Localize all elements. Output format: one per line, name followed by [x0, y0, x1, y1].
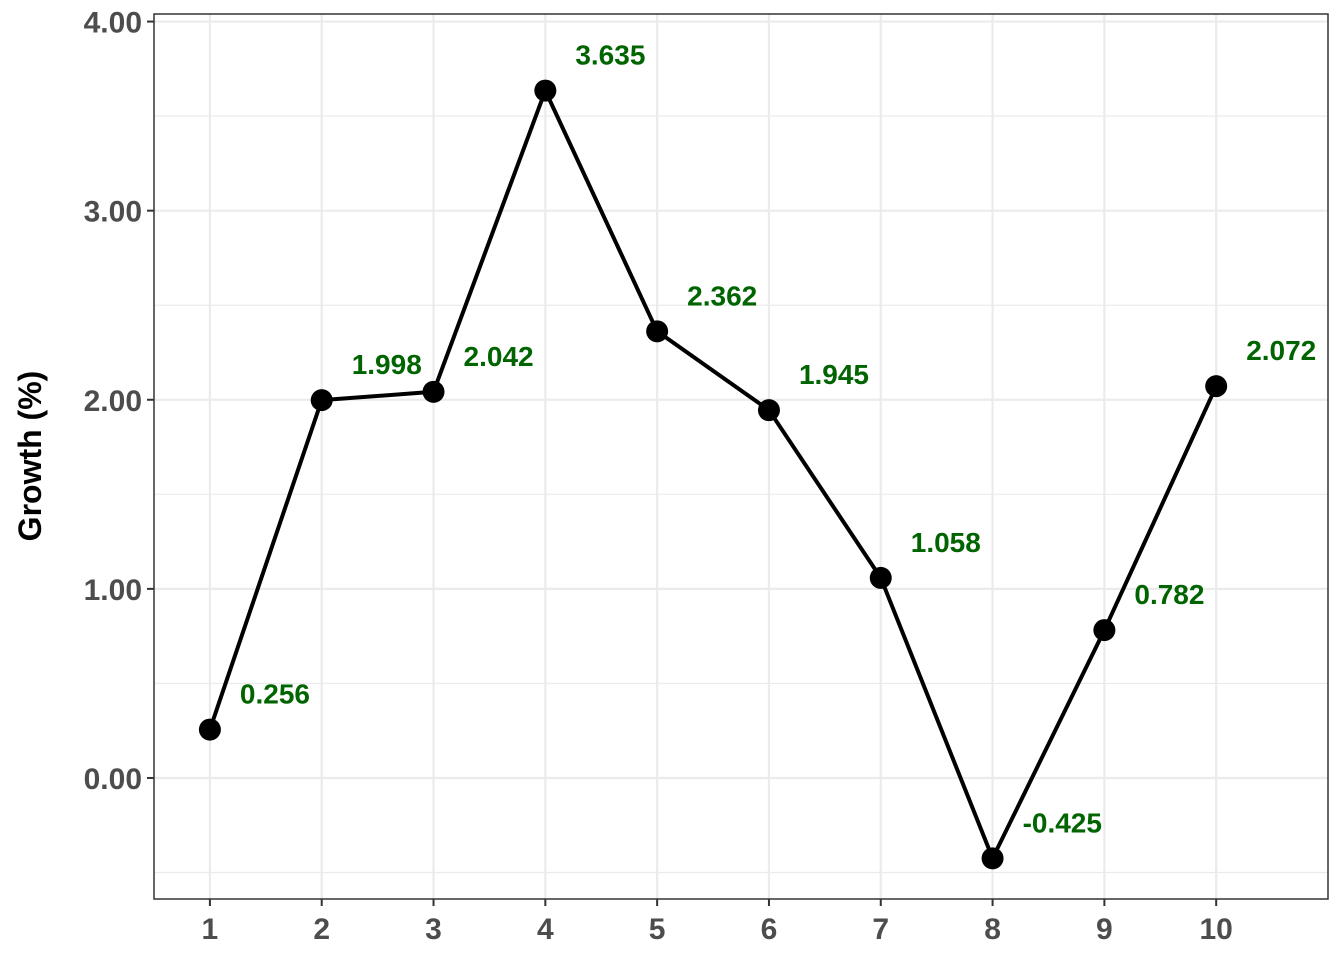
data-label: 0.782 [1134, 579, 1204, 610]
data-labels: 0.256 1.998 2.042 3.635 2.362 1.945 1.058 -0.42… [240, 40, 1316, 839]
plot-panel-border [153, 13, 1329, 900]
x-tick-label: 2 [313, 913, 330, 946]
data-label: 0.256 [240, 679, 310, 710]
data-point [981, 847, 1004, 870]
x-tick-label: 1 [202, 913, 219, 946]
y-tick-label: 1.00 [84, 574, 142, 607]
data-points [198, 79, 1228, 870]
data-label: 3.635 [575, 40, 645, 71]
data-label: 2.362 [687, 280, 757, 311]
y-tick-label: 2.00 [84, 385, 142, 418]
data-point [869, 566, 892, 589]
x-tick-label: 9 [1096, 913, 1113, 946]
series-line [208, 88, 1219, 861]
data-point [646, 320, 669, 343]
series-line-path [208, 88, 1219, 861]
data-label: -0.425 [1023, 807, 1102, 838]
data-label: 1.998 [352, 349, 422, 380]
data-point [1093, 619, 1116, 642]
data-point [534, 79, 557, 102]
x-tick-label: 10 [1200, 913, 1233, 946]
data-label: 2.042 [464, 341, 534, 372]
data-point [1205, 375, 1228, 398]
x-tick-label: 4 [537, 913, 554, 946]
x-tick-label: 3 [425, 913, 442, 946]
data-label: 2.072 [1246, 335, 1316, 366]
data-point [198, 718, 221, 741]
y-tick-label: 0.00 [84, 763, 142, 796]
y-tick-label: 3.00 [84, 196, 142, 229]
data-label: 1.058 [911, 527, 981, 558]
x-tick-label: 8 [984, 913, 1001, 946]
axes: 0.00 1.00 2.00 3.00 4.00 1 2 3 4 5 6 7 8 9 10 [84, 7, 1233, 946]
data-point [422, 380, 445, 403]
data-point [310, 389, 333, 412]
y-tick-label: 4.00 [84, 7, 142, 40]
x-tick-label: 5 [649, 913, 666, 946]
y-axis-title: Growth (%) [12, 371, 48, 542]
x-tick-label: 6 [761, 913, 778, 946]
x-tick-label: 7 [872, 913, 889, 946]
data-point [757, 399, 780, 422]
data-label: 1.945 [799, 359, 869, 390]
gridlines [154, 14, 1328, 899]
